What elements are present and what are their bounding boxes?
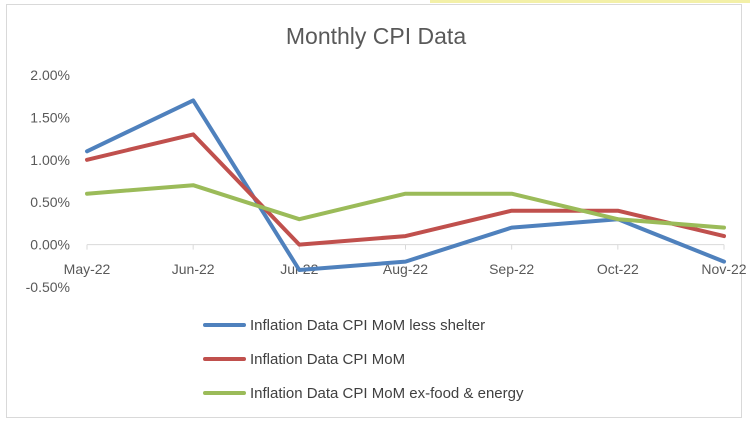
legend-label-2: Inflation Data CPI MoM	[250, 351, 405, 368]
x-tick-label: May-22	[64, 261, 111, 277]
series-line-3	[85, 183, 726, 230]
chart-title: Monthly CPI Data	[286, 23, 466, 49]
legend-label-3: Inflation Data CPI MoM ex-food & energy	[250, 385, 524, 402]
legend: Inflation Data CPI MoM less shelter Infla…	[203, 317, 524, 402]
x-tick-label: Oct-22	[597, 261, 639, 277]
y-tick-label: -0.50%	[26, 279, 70, 295]
series-lines	[85, 98, 726, 272]
y-axis-tick-labels: 2.00% 1.50% 1.00% 0.50% 0.00% -0.50%	[26, 67, 70, 295]
series-line-2	[85, 132, 726, 247]
y-tick-label: 0.00%	[30, 237, 70, 253]
legend-label-1: Inflation Data CPI MoM less shelter	[250, 317, 485, 334]
y-tick-label: 1.00%	[30, 152, 70, 168]
x-tick-label: Sep-22	[489, 261, 534, 277]
y-tick-label: 0.50%	[30, 194, 70, 210]
x-tick-label: Nov-22	[701, 261, 746, 277]
y-tick-label: 2.00%	[30, 67, 70, 83]
x-axis-tick-labels: May-22 Jun-22 Jul-22 Aug-22 Sep-22 Oct-22 Nov-…	[64, 244, 747, 277]
x-tick-label: Aug-22	[383, 261, 428, 277]
top-edge-highlight	[430, 0, 750, 3]
y-tick-label: 1.50%	[30, 109, 70, 125]
x-tick-label: Jun-22	[172, 261, 215, 277]
